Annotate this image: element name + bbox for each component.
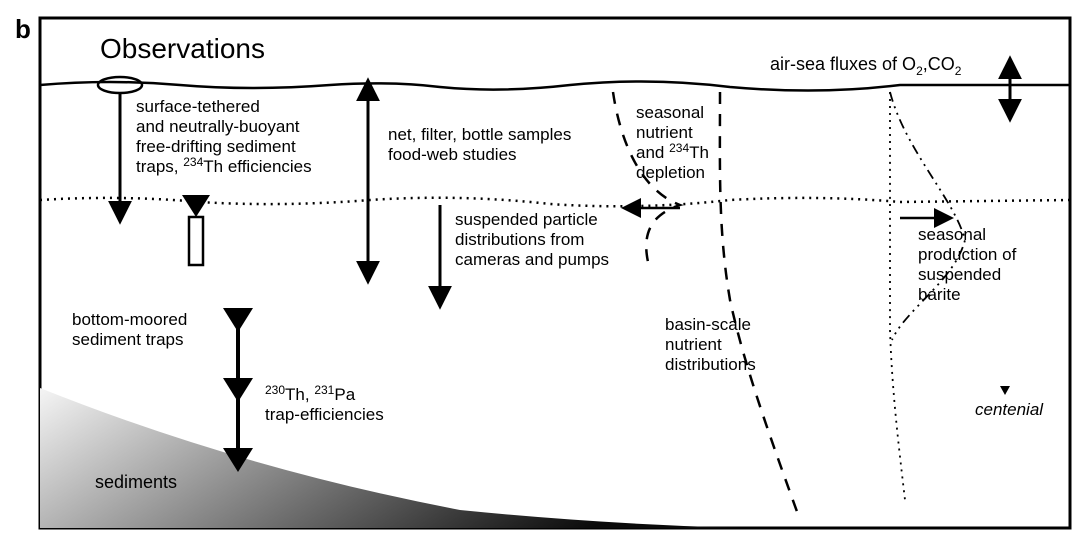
net-sample-label: food-web studies <box>388 145 517 164</box>
diagram-title: Observations <box>100 33 265 64</box>
barite-label: production of <box>918 245 1017 264</box>
panel-letter: b <box>15 14 31 44</box>
basin-label: nutrient <box>665 335 722 354</box>
diagram-root: sediments b Observations air-sea fluxes … <box>0 0 1091 546</box>
thpa-label: trap-efficiencies <box>265 405 384 424</box>
centenial-label: centenial <box>975 400 1044 419</box>
seasonal-nutrient-label: and 234Th <box>636 141 709 162</box>
basin-label: basin-scale <box>665 315 751 334</box>
particle-label: distributions from <box>455 230 584 249</box>
sediments-wedge <box>40 388 740 528</box>
sea-surface-line <box>40 81 1070 90</box>
surface-trap-label: and neutrally-buoyant <box>136 117 300 136</box>
seasonal-nutrient-label: nutrient <box>636 123 693 142</box>
sediments-label: sediments <box>95 472 177 492</box>
neutral-trap-icon <box>182 195 210 265</box>
particle-label: cameras and pumps <box>455 250 609 269</box>
barite-dotted-profile <box>890 92 905 500</box>
barite-label: seasonal <box>918 225 986 244</box>
surface-float-icon <box>98 77 142 93</box>
barite-label: barite <box>918 285 961 304</box>
seasonal-nutrient-label: seasonal <box>636 103 704 122</box>
bottom-moored-label: bottom-moored <box>72 310 187 329</box>
basin-label: distributions <box>665 355 756 374</box>
net-sample-label: net, filter, bottle samples <box>388 125 571 144</box>
basin-nutrient-profile <box>720 92 800 520</box>
surface-trap-label: free-drifting sediment <box>136 137 296 156</box>
particle-label: suspended particle <box>455 210 598 229</box>
barite-label: suspended <box>918 265 1001 284</box>
surface-trap-label: traps, 234Th efficiencies <box>136 155 312 176</box>
air-sea-label: air-sea fluxes of O2,CO2 <box>770 54 962 78</box>
bottom-moored-label: sediment traps <box>72 330 184 349</box>
seasonal-nutrient-label: depletion <box>636 163 705 182</box>
bottom-moored-traps-icon <box>223 308 253 472</box>
centenial-marker-icon <box>1000 386 1010 395</box>
surface-trap-label: surface-tethered <box>136 97 260 116</box>
thpa-label: 230Th, 231Pa <box>265 383 356 404</box>
